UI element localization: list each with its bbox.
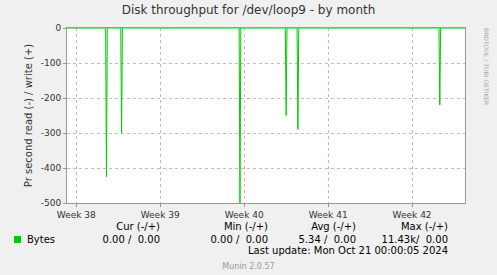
html-text:RRDTOOL / TOBI OETIKER: RRDTOOL / TOBI OETIKER <box>483 28 490 106</box>
html-text:0.00 / 0.00: 0.00 / 0.00 <box>102 234 160 245</box>
svg-text:Week 40: Week 40 <box>225 210 264 220</box>
svg-text:Week 41: Week 41 <box>309 210 348 220</box>
html-text:Max (-/+): Max (-/+) <box>401 221 448 232</box>
html-text:Last update: Mon Oct 21 00:00:: Last update: Mon Oct 21 00:00:05 2024 <box>248 245 448 256</box>
html-text:Min (-/+): Min (-/+) <box>223 221 268 232</box>
svg-text:Week 38: Week 38 <box>57 210 96 220</box>
html-text:5.34 / 0.00: 5.34 / 0.00 <box>298 234 356 245</box>
html-text:11.43k/ 0.00: 11.43k/ 0.00 <box>381 234 448 245</box>
html-text:Bytes: Bytes <box>27 234 56 245</box>
svg-text:-500: -500 <box>41 198 62 208</box>
svg-text:Week 39: Week 39 <box>141 210 180 220</box>
svg-text:-400: -400 <box>41 163 62 173</box>
html-text:0.00 / 0.00: 0.00 / 0.00 <box>210 234 268 245</box>
html-text:Cur (-/+): Cur (-/+) <box>116 221 160 232</box>
svg-text:Disk throughput for /dev/loop9: Disk throughput for /dev/loop9 - by mont… <box>122 3 376 17</box>
html-text:Avg (-/+): Avg (-/+) <box>311 221 356 232</box>
svg-text:Week 42: Week 42 <box>393 210 432 220</box>
svg-text:-200: -200 <box>41 93 62 103</box>
svg-text:-100: -100 <box>41 58 62 68</box>
svg-text:0: 0 <box>55 23 61 33</box>
svg-text:Pr second read (-) / write (+): Pr second read (-) / write (+) <box>23 44 34 187</box>
svg-text:-300: -300 <box>41 128 62 138</box>
html-text:Munin 2.0.57: Munin 2.0.57 <box>222 262 275 271</box>
